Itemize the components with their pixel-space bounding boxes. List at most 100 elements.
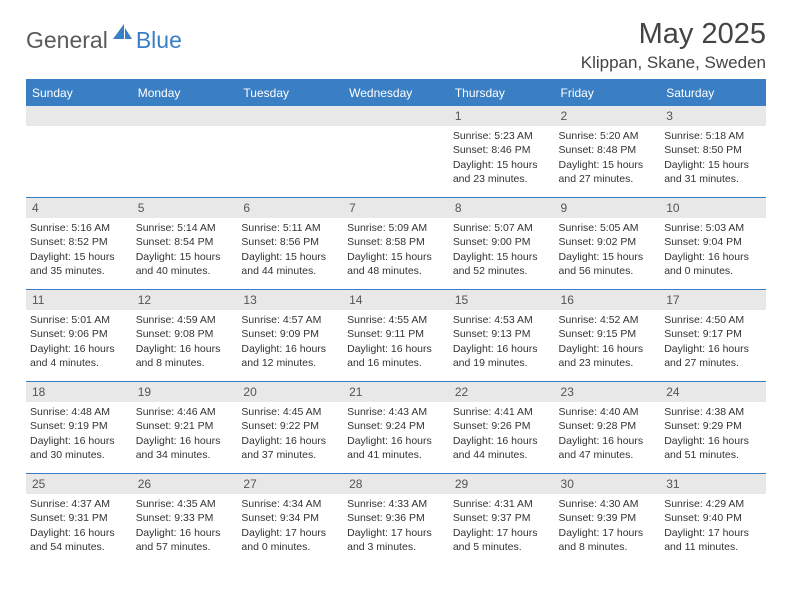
day-number: 5 (132, 198, 238, 218)
calendar-cell: 30Sunrise: 4:30 AMSunset: 9:39 PMDayligh… (555, 474, 661, 566)
sunrise-line: Sunrise: 5:03 AM (664, 222, 744, 234)
sunset-line: Sunset: 9:13 PM (453, 328, 531, 340)
calendar-cell (132, 106, 238, 198)
day-number: 7 (343, 198, 449, 218)
sunset-line: Sunset: 9:04 PM (664, 236, 742, 248)
daylight-line: Daylight: 16 hours and 0 minutes. (664, 251, 749, 277)
day-number: 26 (132, 474, 238, 494)
daylight-line: Daylight: 15 hours and 44 minutes. (241, 251, 326, 277)
day-info: Sunrise: 4:33 AMSunset: 9:36 PMDaylight:… (343, 494, 449, 557)
sunset-line: Sunset: 9:26 PM (453, 420, 531, 432)
day-header: Wednesday (343, 80, 449, 106)
daylight-line: Daylight: 15 hours and 35 minutes. (30, 251, 115, 277)
sunrise-line: Sunrise: 5:14 AM (136, 222, 216, 234)
logo-text-general: General (26, 27, 108, 54)
day-number: 27 (237, 474, 343, 494)
daylight-line: Daylight: 15 hours and 48 minutes. (347, 251, 432, 277)
sunset-line: Sunset: 8:56 PM (241, 236, 319, 248)
sunset-line: Sunset: 9:06 PM (30, 328, 108, 340)
day-number: 17 (660, 290, 766, 310)
sunrise-line: Sunrise: 4:35 AM (136, 498, 216, 510)
sunrise-line: Sunrise: 4:52 AM (559, 314, 639, 326)
day-info: Sunrise: 4:41 AMSunset: 9:26 PMDaylight:… (449, 402, 555, 465)
daylight-line: Daylight: 16 hours and 51 minutes. (664, 435, 749, 461)
sunset-line: Sunset: 9:15 PM (559, 328, 637, 340)
sunset-line: Sunset: 9:33 PM (136, 512, 214, 524)
day-number: 4 (26, 198, 132, 218)
sunrise-line: Sunrise: 4:48 AM (30, 406, 110, 418)
logo-sail-icon (113, 24, 133, 45)
day-info: Sunrise: 5:23 AMSunset: 8:46 PMDaylight:… (449, 126, 555, 189)
daylight-line: Daylight: 15 hours and 40 minutes. (136, 251, 221, 277)
day-number: 6 (237, 198, 343, 218)
calendar-cell: 6Sunrise: 5:11 AMSunset: 8:56 PMDaylight… (237, 198, 343, 290)
sunrise-line: Sunrise: 5:07 AM (453, 222, 533, 234)
daylight-line: Daylight: 16 hours and 16 minutes. (347, 343, 432, 369)
sunrise-line: Sunrise: 4:50 AM (664, 314, 744, 326)
daylight-line: Daylight: 16 hours and 30 minutes. (30, 435, 115, 461)
calendar-cell: 5 Sunrise: 5:14 AM Sunset: 8:54 PM Daylight… (132, 198, 238, 290)
sunrise-line: Sunrise: 4:29 AM (664, 498, 744, 510)
daylight-line: Daylight: 17 hours and 5 minutes. (453, 527, 538, 553)
day-number: 9 (555, 198, 661, 218)
calendar-cell: 17Sunrise: 4:50 AMSunset: 9:17 PMDayligh… (660, 290, 766, 382)
sunrise-line: Sunrise: 5:01 AM (30, 314, 110, 326)
sunset-line: Sunset: 9:17 PM (664, 328, 742, 340)
sunset-line: Sunset: 9:34 PM (241, 512, 319, 524)
day-number: 20 (237, 382, 343, 402)
day-info: Sunrise: 4:45 AMSunset: 9:22 PMDaylight:… (237, 402, 343, 465)
day-header: Friday (555, 80, 661, 106)
sunset-line: Sunset: 8:58 PM (347, 236, 425, 248)
sunrise-line: Sunrise: 4:34 AM (241, 498, 321, 510)
day-info: Sunrise: 5:18 AMSunset: 8:50 PMDaylight:… (660, 126, 766, 189)
sunset-line: Sunset: 8:54 PM (136, 236, 214, 248)
daylight-line: Daylight: 15 hours and 27 minutes. (559, 159, 644, 185)
sunset-line: Sunset: 9:11 PM (347, 328, 424, 340)
daylight-line: Daylight: 16 hours and 54 minutes. (30, 527, 115, 553)
day-info: Sunrise: 4:43 AMSunset: 9:24 PMDaylight:… (343, 402, 449, 465)
daylight-line: Daylight: 15 hours and 23 minutes. (453, 159, 538, 185)
day-number: 8 (449, 198, 555, 218)
day-number: 16 (555, 290, 661, 310)
day-number: 1 (449, 106, 555, 126)
sunrise-line: Sunrise: 4:40 AM (559, 406, 639, 418)
sunrise-line: Sunrise: 4:46 AM (136, 406, 216, 418)
logo-text-blue: Blue (136, 27, 182, 54)
daylight-line: Daylight: 16 hours and 37 minutes. (241, 435, 326, 461)
sunrise-line: Sunrise: 5:20 AM (559, 130, 639, 142)
calendar-week-row: 18Sunrise: 4:48 AMSunset: 9:19 PMDayligh… (26, 382, 766, 474)
sunrise-line: Sunrise: 4:37 AM (30, 498, 110, 510)
daylight-line: Daylight: 16 hours and 57 minutes. (136, 527, 221, 553)
empty-day-bar (26, 106, 132, 126)
day-number: 10 (660, 198, 766, 218)
day-info: Sunrise: 4:55 AMSunset: 9:11 PMDaylight:… (343, 310, 449, 373)
sunset-line: Sunset: 9:00 PM (453, 236, 531, 248)
sunset-line: Sunset: 9:22 PM (241, 420, 319, 432)
calendar-cell: 18Sunrise: 4:48 AMSunset: 9:19 PMDayligh… (26, 382, 132, 474)
calendar-cell: 13Sunrise: 4:57 AMSunset: 9:09 PMDayligh… (237, 290, 343, 382)
daylight-line: Daylight: 16 hours and 23 minutes. (559, 343, 644, 369)
day-info: Sunrise: 5:09 AMSunset: 8:58 PMDaylight:… (343, 218, 449, 281)
calendar-cell (26, 106, 132, 198)
day-number: 18 (26, 382, 132, 402)
calendar-cell: 25Sunrise: 4:37 AMSunset: 9:31 PMDayligh… (26, 474, 132, 566)
day-info: Sunrise: 5:16 AMSunset: 8:52 PMDaylight:… (26, 218, 132, 281)
daylight-line: Daylight: 16 hours and 41 minutes. (347, 435, 432, 461)
calendar-cell: 1Sunrise: 5:23 AMSunset: 8:46 PMDaylight… (449, 106, 555, 198)
calendar-cell: 19Sunrise: 4:46 AMSunset: 9:21 PMDayligh… (132, 382, 238, 474)
calendar-cell: 16 Sunrise: 4:52 AM Sunset: 9:15 PM Dayligh… (555, 290, 661, 382)
day-number: 13 (237, 290, 343, 310)
sunrise-line: Sunrise: 4:33 AM (347, 498, 427, 510)
daylight-line: Daylight: 15 hours and 31 minutes. (664, 159, 749, 185)
day-info: Sunrise: 4:52 AM Sunset: 9:15 PM Daylight:… (555, 310, 661, 373)
day-info: Sunrise: 4:38 AMSunset: 9:29 PMDaylight:… (660, 402, 766, 465)
calendar-cell: 29Sunrise: 4:31 AMSunset: 9:37 PMDayligh… (449, 474, 555, 566)
day-number: 11 (26, 290, 132, 310)
calendar-week-row: 25Sunrise: 4:37 AMSunset: 9:31 PMDayligh… (26, 474, 766, 566)
calendar-cell: 2Sunrise: 5:20 AMSunset: 8:48 PMDaylight… (555, 106, 661, 198)
calendar-cell: 20Sunrise: 4:45 AMSunset: 9:22 PMDayligh… (237, 382, 343, 474)
day-number: 21 (343, 382, 449, 402)
day-header: Sunday (26, 80, 132, 106)
day-info: Sunrise: 5:11 AMSunset: 8:56 PMDaylight:… (237, 218, 343, 281)
sunset-line: Sunset: 9:40 PM (664, 512, 742, 524)
